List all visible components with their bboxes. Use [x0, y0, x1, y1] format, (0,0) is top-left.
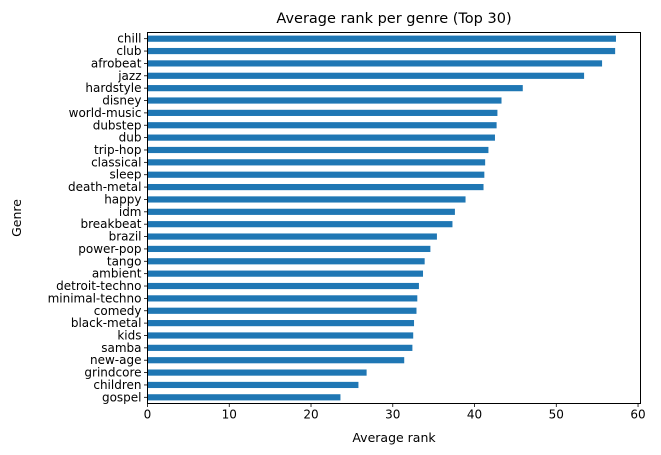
y-tick-label: samba: [101, 341, 141, 355]
y-tick-label: club: [116, 44, 141, 58]
y-axis-label: Genre: [9, 199, 24, 237]
bar-breakbeat: [147, 221, 453, 228]
y-tick-label: tango: [107, 254, 142, 268]
y-tick-label: ambient: [92, 267, 142, 281]
y-tick-label: dubstep: [93, 118, 142, 132]
y-tick-label: grindcore: [84, 366, 141, 380]
y-tick-label: children: [93, 378, 141, 392]
y-axis-ticks: chillclubafrobeatjazzhardstyledisneyworl…: [48, 32, 148, 404]
bar-club: [147, 47, 616, 55]
bar-disney: [147, 97, 502, 104]
x-tick-label: 60: [630, 408, 645, 422]
bar-afrobeat: [147, 60, 603, 67]
bar-world-music: [147, 109, 498, 116]
y-tick-label: black-metal: [71, 316, 142, 330]
bar-tango: [147, 258, 425, 265]
bar-ambient: [147, 270, 424, 277]
bar-new-age: [147, 357, 405, 364]
y-tick-label: gospel: [102, 390, 142, 404]
y-tick-label: kids: [117, 328, 141, 342]
y-tick-label: breakbeat: [80, 217, 141, 231]
bar-jazz: [147, 72, 585, 79]
y-tick-label: idm: [119, 205, 142, 219]
bar-brazil: [147, 233, 437, 240]
bar-black-metal: [147, 320, 415, 327]
x-tick-label: 30: [385, 408, 400, 422]
y-tick-label: trip-hop: [94, 143, 141, 157]
bar-power-pop: [147, 245, 431, 253]
y-tick-label: hardstyle: [85, 81, 141, 95]
bar-classical: [147, 159, 486, 166]
y-tick-label: classical: [91, 155, 141, 169]
x-axis-ticks: 0 10 20 30 40 50 60: [144, 403, 646, 422]
bar-dub: [147, 134, 495, 141]
y-tick-label: power-pop: [78, 242, 141, 256]
bar-sleep: [147, 171, 485, 178]
bar-hardstyle: [147, 85, 523, 92]
bar-minimal-techno: [147, 295, 418, 302]
plot-frame: [147, 32, 641, 404]
y-tick-label: new-age: [90, 353, 142, 367]
bar-children: [147, 381, 359, 389]
y-tick-label: chill: [117, 32, 141, 46]
x-tick-label: 40: [467, 408, 482, 422]
x-axis-label: Average rank: [352, 430, 436, 445]
y-tick-label: happy: [104, 192, 141, 206]
bar-idm: [147, 208, 455, 215]
x-tick-label: 10: [222, 408, 237, 422]
y-tick-label: disney: [102, 94, 141, 108]
y-tick-label: world-music: [69, 106, 142, 120]
y-tick-label: jazz: [117, 69, 141, 83]
bar-chill: [147, 35, 616, 42]
y-tick-label: sleep: [110, 168, 142, 182]
y-tick-label: comedy: [94, 304, 142, 318]
y-tick-label: detroit-techno: [56, 279, 141, 293]
y-tick-label: death-metal: [68, 180, 141, 194]
chart-title: Average rank per genre (Top 30): [276, 11, 511, 27]
bar-grindcore: [147, 369, 367, 376]
bar-comedy: [147, 307, 417, 314]
bar-kids: [147, 332, 414, 339]
x-tick-label: 20: [303, 408, 318, 422]
bar-detroit-techno: [147, 282, 419, 290]
bar-dubstep: [147, 122, 497, 129]
bar-happy: [147, 196, 466, 203]
y-tick-label: brazil: [109, 230, 142, 244]
bar-death-metal: [147, 183, 484, 191]
y-tick-label: minimal-techno: [48, 291, 142, 305]
bars: [147, 35, 616, 401]
x-tick-label: 0: [144, 408, 152, 422]
bar-trip-hop: [147, 146, 489, 154]
y-tick-label: afrobeat: [91, 56, 142, 70]
x-tick-label: 50: [549, 408, 564, 422]
bar-gospel: [147, 394, 341, 401]
bar-samba: [147, 344, 413, 351]
y-tick-label: dub: [119, 131, 142, 145]
